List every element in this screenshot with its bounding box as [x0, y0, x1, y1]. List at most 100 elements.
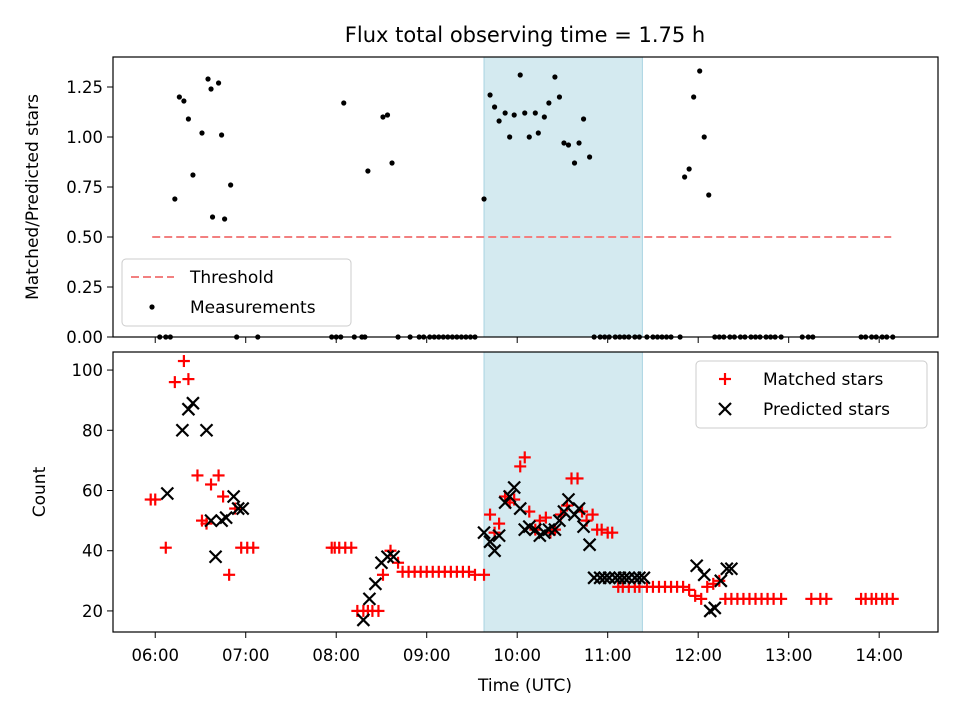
bottom-y-tick-label: 40 [82, 542, 103, 561]
legend-measurements-label: Measurements [190, 298, 316, 318]
measurement-point [511, 112, 517, 118]
predicted-star-stroke-b [576, 519, 591, 534]
predicted-star-stroke-b [483, 534, 497, 549]
predicted-star-point [477, 525, 491, 540]
measurement-point [185, 116, 192, 122]
measurement-point [215, 80, 222, 86]
x-tick-label: 07:00 [222, 646, 270, 665]
measurement-point [228, 182, 234, 188]
predicted-star-point [380, 549, 395, 564]
predicted-star-point [548, 522, 562, 537]
top-y-tick-label: 0.25 [66, 278, 103, 297]
predicted-star-point [483, 534, 497, 549]
predicted-star-point [720, 561, 734, 576]
predicted-star-stroke-b [487, 543, 502, 558]
legend-threshold-label: Threshold [189, 268, 274, 288]
predicted-star-point [231, 501, 245, 516]
measurement-point [384, 112, 391, 118]
measurement-point [365, 168, 371, 174]
bottom-y-tick-label: 20 [82, 602, 103, 621]
x-tick-label: 06:00 [131, 646, 179, 665]
predicted-star-point [572, 501, 586, 516]
matched-star-point [191, 469, 204, 482]
bottom-axes-frame [112, 351, 939, 633]
predicted-star-point [175, 423, 190, 438]
measurement-point [481, 196, 487, 202]
measurement-point [209, 214, 216, 220]
matched-star-point [539, 511, 552, 524]
predicted-star-stroke-b [582, 537, 597, 552]
predicted-star-stroke-b [622, 571, 636, 585]
matched-star-point [775, 592, 788, 605]
measurement-point [199, 130, 205, 136]
predicted-star-point [219, 510, 233, 525]
matched-star-point [159, 541, 172, 554]
matched-star-point [677, 580, 690, 593]
bottom-panel: 20 40 60 80 100 06:00 07:00 08:00 09:00 10:00 11:… [30, 351, 939, 696]
predicted-star-stroke-b [199, 423, 214, 438]
predicted-star-point [513, 501, 527, 516]
measurement-point [697, 68, 703, 74]
legend-matched-label: Matched stars [763, 370, 883, 390]
predicted-star-stroke-b [160, 486, 175, 501]
measurement-point [502, 110, 508, 116]
measurement-point [517, 72, 523, 78]
predicted-star-stroke-b [507, 480, 521, 495]
measurement-point [181, 98, 187, 104]
matched-star-point [205, 478, 218, 491]
predicted-star-stroke-b [362, 592, 377, 606]
predicted-star-point [160, 486, 175, 501]
matched-star-point [484, 508, 497, 521]
measurement-point [565, 142, 572, 148]
predicted-star-point [582, 537, 597, 552]
top-y-tick-label: 0.50 [66, 228, 103, 247]
measurement-point [222, 216, 228, 222]
predicted-star-stroke-b [186, 396, 200, 410]
predicted-star-point [507, 480, 521, 495]
predicted-star-point [199, 423, 214, 438]
measurement-point [176, 94, 182, 100]
matched-star-point [695, 592, 708, 605]
legend-predicted-swatch [718, 402, 732, 416]
matched-star-point [372, 604, 385, 617]
predicted-star-point [235, 501, 250, 516]
matched-star-point [606, 526, 619, 539]
top-legend: Threshold Measurements [121, 258, 352, 327]
matched-star-point [689, 589, 702, 602]
predicted-star-point [576, 519, 591, 534]
predicted-star-point [208, 549, 223, 564]
measurement-point [341, 100, 347, 106]
measurement-point [218, 132, 225, 138]
predicted-star-stroke-b [219, 510, 233, 525]
predicted-star-point [602, 571, 616, 585]
predicted-star-stroke-b [226, 489, 241, 504]
measurement-point [172, 196, 178, 202]
predicted-star-stroke-b [368, 577, 383, 591]
predicted-star-point [708, 601, 722, 615]
predicted-star-point [724, 561, 739, 576]
predicted-star-point [714, 574, 728, 588]
predicted-star-point [587, 571, 601, 585]
legend-matched-swatch [719, 373, 731, 385]
measurement-point [507, 134, 513, 140]
predicted-stars-points [160, 396, 739, 627]
measurement-point [487, 92, 493, 98]
top-axes-frame [112, 56, 939, 338]
top-y-tick-label: 0.75 [66, 178, 103, 197]
predicted-star-point [487, 543, 502, 558]
matched-star-point [595, 523, 608, 536]
predicted-star-point [632, 571, 647, 585]
matched-star-point [820, 592, 833, 605]
predicted-star-point [368, 577, 383, 591]
predicted-star-stroke-b [386, 549, 401, 564]
measurement-point [389, 160, 395, 166]
measurement-point [491, 104, 498, 110]
measurement-point [496, 118, 502, 124]
predicted-star-point [226, 489, 241, 504]
predicted-star-point [622, 571, 636, 585]
bottom-y-ticks: 20 40 60 80 100 [72, 361, 113, 621]
measurement-point [686, 166, 692, 172]
bottom-legend-box [695, 360, 928, 429]
measurement-point [205, 76, 211, 82]
